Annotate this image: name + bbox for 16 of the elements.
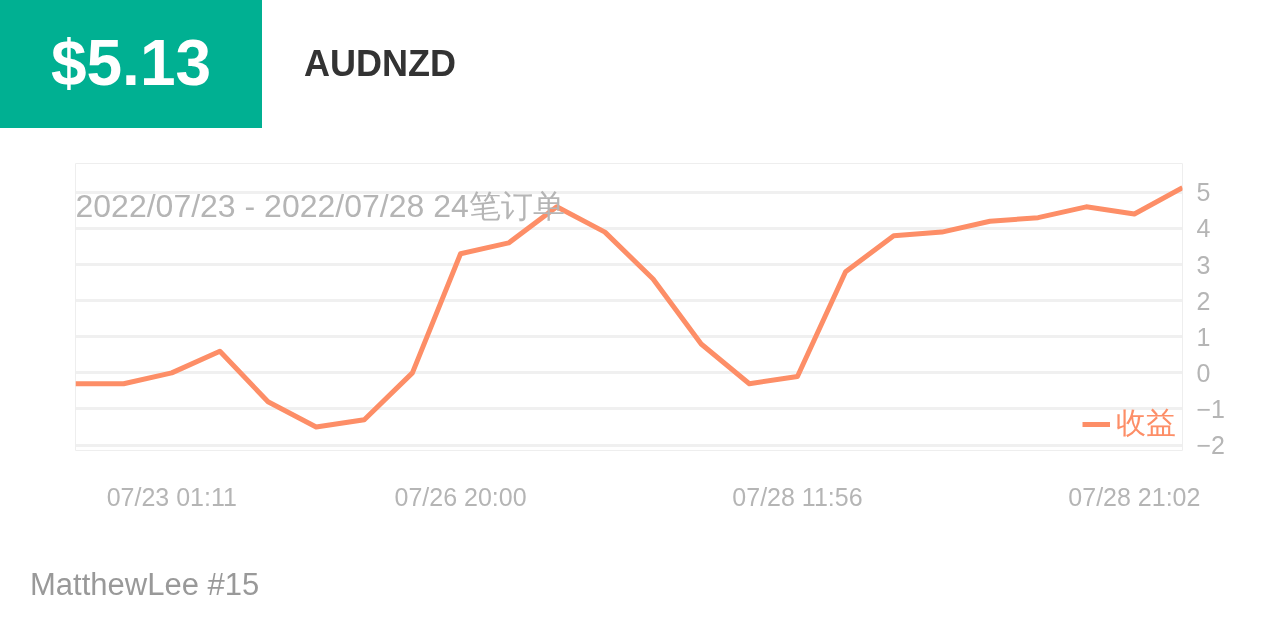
y-tick-label: 2 [1196,286,1211,315]
y-tick-label: 5 [1196,178,1211,207]
chart-title: AUDNZD [304,42,456,87]
x-tick-label: 07/28 21:02 [1068,482,1201,511]
y-tick-label: −2 [1196,431,1226,460]
x-tick-label: 07/23 01:11 [106,482,237,511]
y-tick-label: 0 [1196,358,1211,387]
legend-label: 收益 [1116,405,1176,441]
x-tick-label: 07/28 11:56 [732,482,863,511]
y-tick-label: 1 [1196,322,1211,351]
y-tick-label: 4 [1196,214,1211,243]
text: MatthewLee #15 [30,566,260,604]
y-tick-label: 3 [1196,250,1211,279]
y-tick-label: −1 [1196,394,1226,423]
x-tick-label: 07/26 20:00 [394,482,527,511]
text: $5.13 [0,0,262,128]
